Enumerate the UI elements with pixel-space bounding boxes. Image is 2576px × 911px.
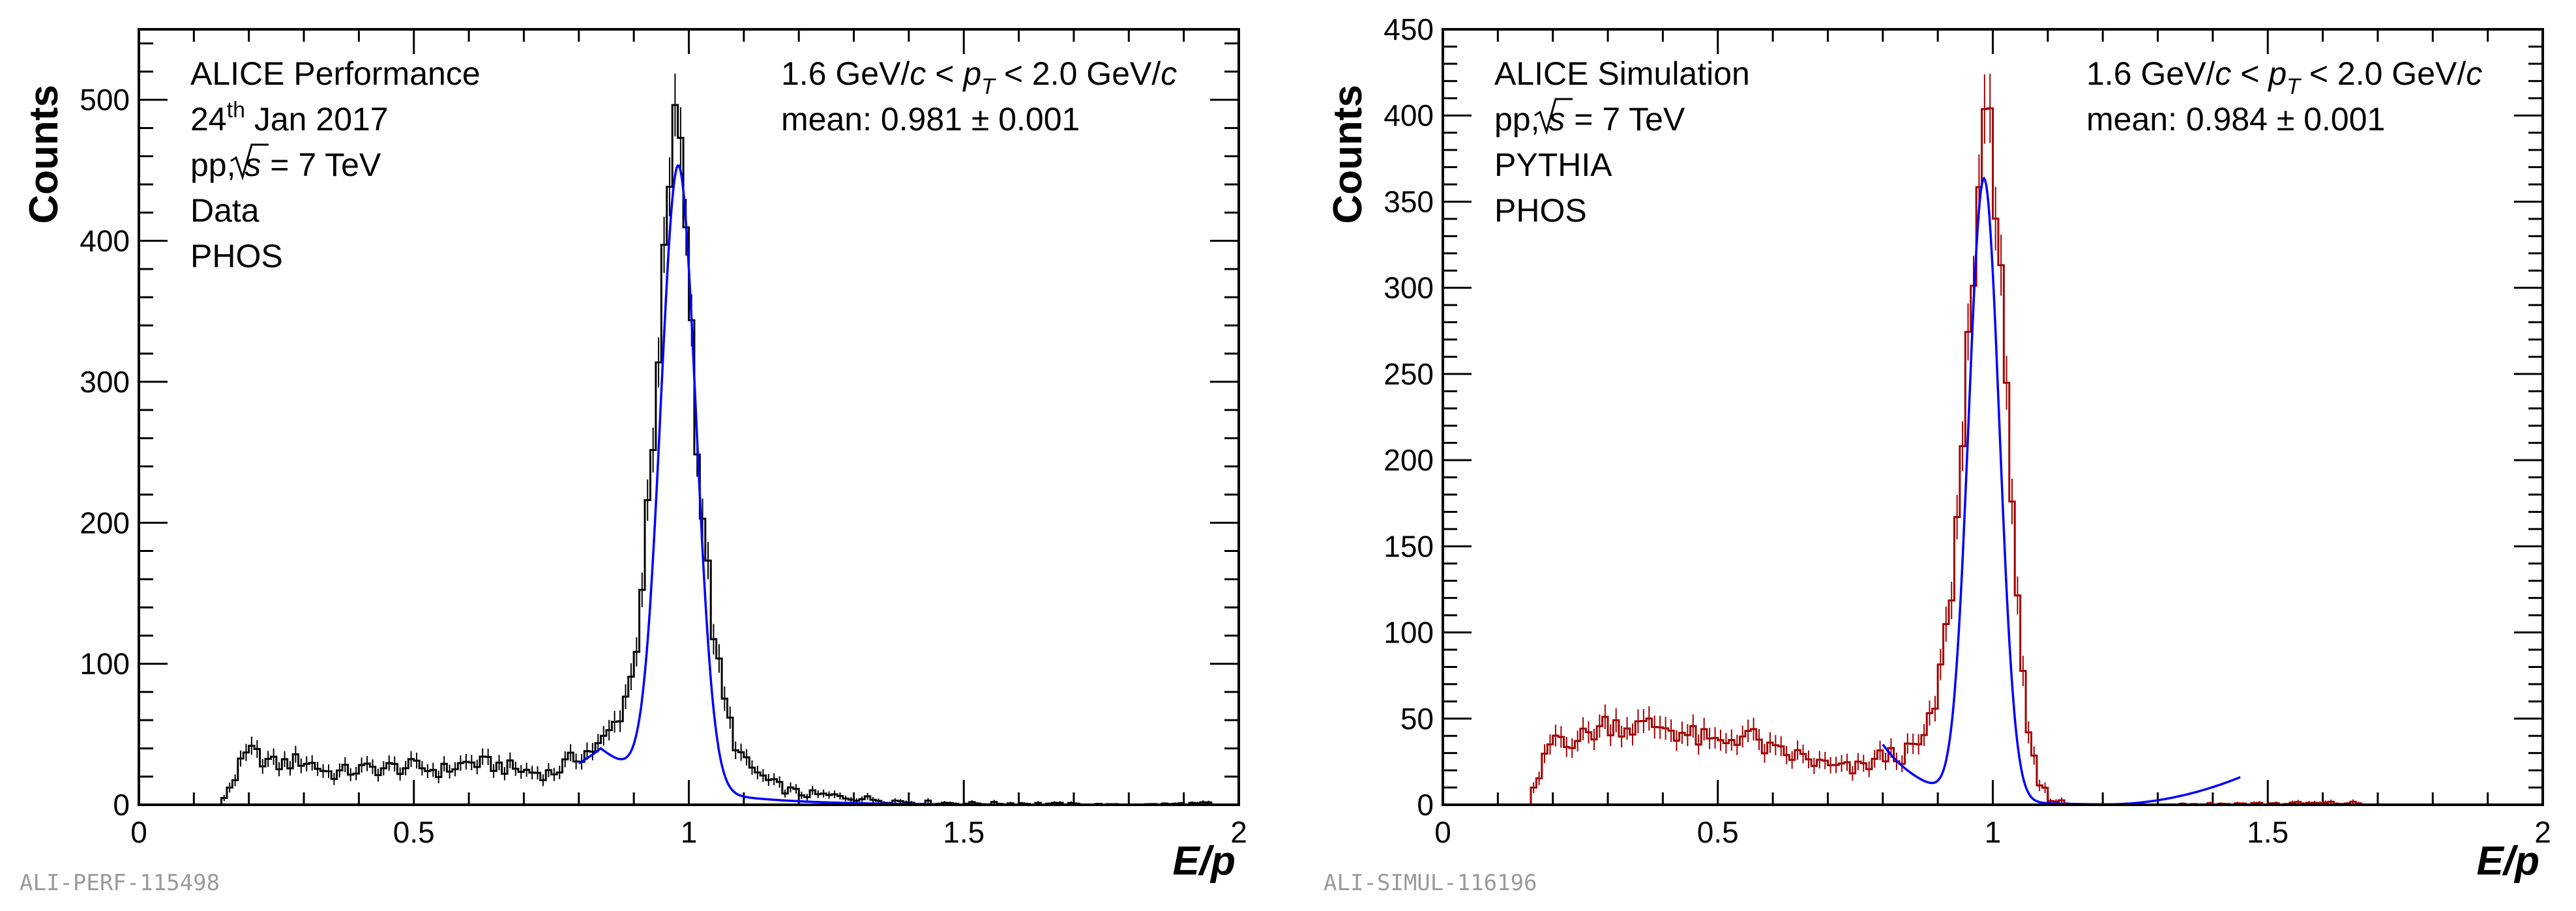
y-tick-label: 50 <box>1400 702 1434 736</box>
y-tick-label: 400 <box>80 224 130 258</box>
histogram-simulation <box>1443 107 2543 806</box>
x-tick-label: 1 <box>1985 815 2002 849</box>
svg-text:PHOS: PHOS <box>190 238 283 274</box>
x-tick-label: 2 <box>1230 815 1247 849</box>
y-axis-label: Counts <box>22 85 67 224</box>
y-tick-label: 450 <box>1384 12 1434 46</box>
y-tick-label: 300 <box>1384 271 1434 305</box>
svg-text:1.6 GeV/c < pT < 2.0 GeV/c: 1.6 GeV/c < pT < 2.0 GeV/c <box>2086 55 2482 99</box>
y-tick-labels: 0 50 100 150 200 250 300 350 400 450 <box>1384 12 1434 822</box>
sqrt-sign <box>1534 98 1573 136</box>
svg-text:mean: 0.984 ± 0.001: mean: 0.984 ± 0.001 <box>2086 101 2385 137</box>
y-tick-label: 300 <box>80 365 130 399</box>
svg-text:pp, s = 7 TeV: pp, s = 7 TeV <box>1494 101 1685 137</box>
y-tick-label: 100 <box>1384 616 1434 650</box>
svg-text:PYTHIA: PYTHIA <box>1494 147 1612 183</box>
y-tick-label: 500 <box>80 83 130 117</box>
x-tick-label: 0 <box>130 815 147 849</box>
panel-data: 0 0.5 1 1.5 2 0 100 200 300 400 500 Counts E/p AL… <box>20 28 1247 896</box>
svg-text:1.6 GeV/c < pT < 2.0 GeV/c: 1.6 GeV/c < pT < 2.0 GeV/c <box>781 55 1177 99</box>
panel-simulation: 0 0.5 1 1.5 2 0 50 100 150 200 250 300 350 400 450 Co… <box>1324 12 2551 896</box>
x-tick-label: 2 <box>2534 815 2551 849</box>
fit-curve <box>578 164 937 805</box>
y-tick-label: 100 <box>80 647 130 681</box>
y-tick-label: 0 <box>1417 788 1434 822</box>
y-tick-labels: 0 100 200 300 400 500 <box>80 83 130 822</box>
ticks <box>138 29 1240 806</box>
annotation-right: 1.6 GeV/c < pT < 2.0 GeV/c mean: 0.984 ±… <box>2086 55 2482 137</box>
annotation-right: 1.6 GeV/c < pT < 2.0 GeV/c mean: 0.981 ±… <box>781 55 1177 137</box>
y-tick-label: 250 <box>1384 357 1434 391</box>
annotation-left: ALICE Simulation pp, s = 7 TeV PYTHIA PH… <box>1494 55 1750 229</box>
x-tick-labels: 0 0.5 1 1.5 2 <box>130 815 1247 849</box>
x-tick-label: 1.5 <box>943 815 985 849</box>
y-tick-label: 350 <box>1384 184 1434 218</box>
svg-text:ALICE Simulation: ALICE Simulation <box>1494 55 1750 92</box>
x-tick-label: 0.5 <box>393 815 435 849</box>
x-axis-label: E/p <box>1173 839 1236 884</box>
x-tick-label: 0 <box>1434 815 1451 849</box>
plot-frame <box>1442 28 2544 806</box>
svg-text:Data: Data <box>190 192 259 229</box>
svg-text:PHOS: PHOS <box>1494 192 1587 229</box>
y-tick-label: 200 <box>1384 443 1434 477</box>
y-tick-label: 0 <box>113 788 130 822</box>
fit-curve <box>1882 176 2241 806</box>
error-bars <box>223 73 1209 805</box>
svg-text:pp, s = 7 TeV: pp, s = 7 TeV <box>190 147 381 183</box>
x-tick-label: 1.5 <box>2247 815 2288 849</box>
y-tick-label: 200 <box>80 506 130 540</box>
y-tick-label: 400 <box>1384 98 1434 132</box>
histogram-data <box>139 104 1239 806</box>
figure-id: ALI-SIMUL-116196 <box>1324 870 1537 896</box>
y-axis-label: Counts <box>1325 85 1370 224</box>
x-tick-label: 1 <box>681 815 698 849</box>
svg-text:mean: 0.981 ± 0.001: mean: 0.981 ± 0.001 <box>781 101 1080 137</box>
sqrt-sign <box>230 143 269 181</box>
x-axis-label: E/p <box>2477 839 2539 884</box>
error-bars <box>1533 74 2360 805</box>
x-tick-label: 0.5 <box>1697 815 1739 849</box>
svg-text:24th Jan 2017: 24th Jan 2017 <box>190 98 389 137</box>
x-tick-labels: 0 0.5 1 1.5 2 <box>1434 815 2551 849</box>
plot-frame <box>138 28 1240 806</box>
figure-id: ALI-PERF-115498 <box>20 870 220 896</box>
y-tick-label: 150 <box>1384 529 1434 563</box>
svg-text:ALICE Performance: ALICE Performance <box>190 55 481 92</box>
annotation-left: ALICE Performance 24th Jan 2017 pp, s = … <box>190 55 481 274</box>
